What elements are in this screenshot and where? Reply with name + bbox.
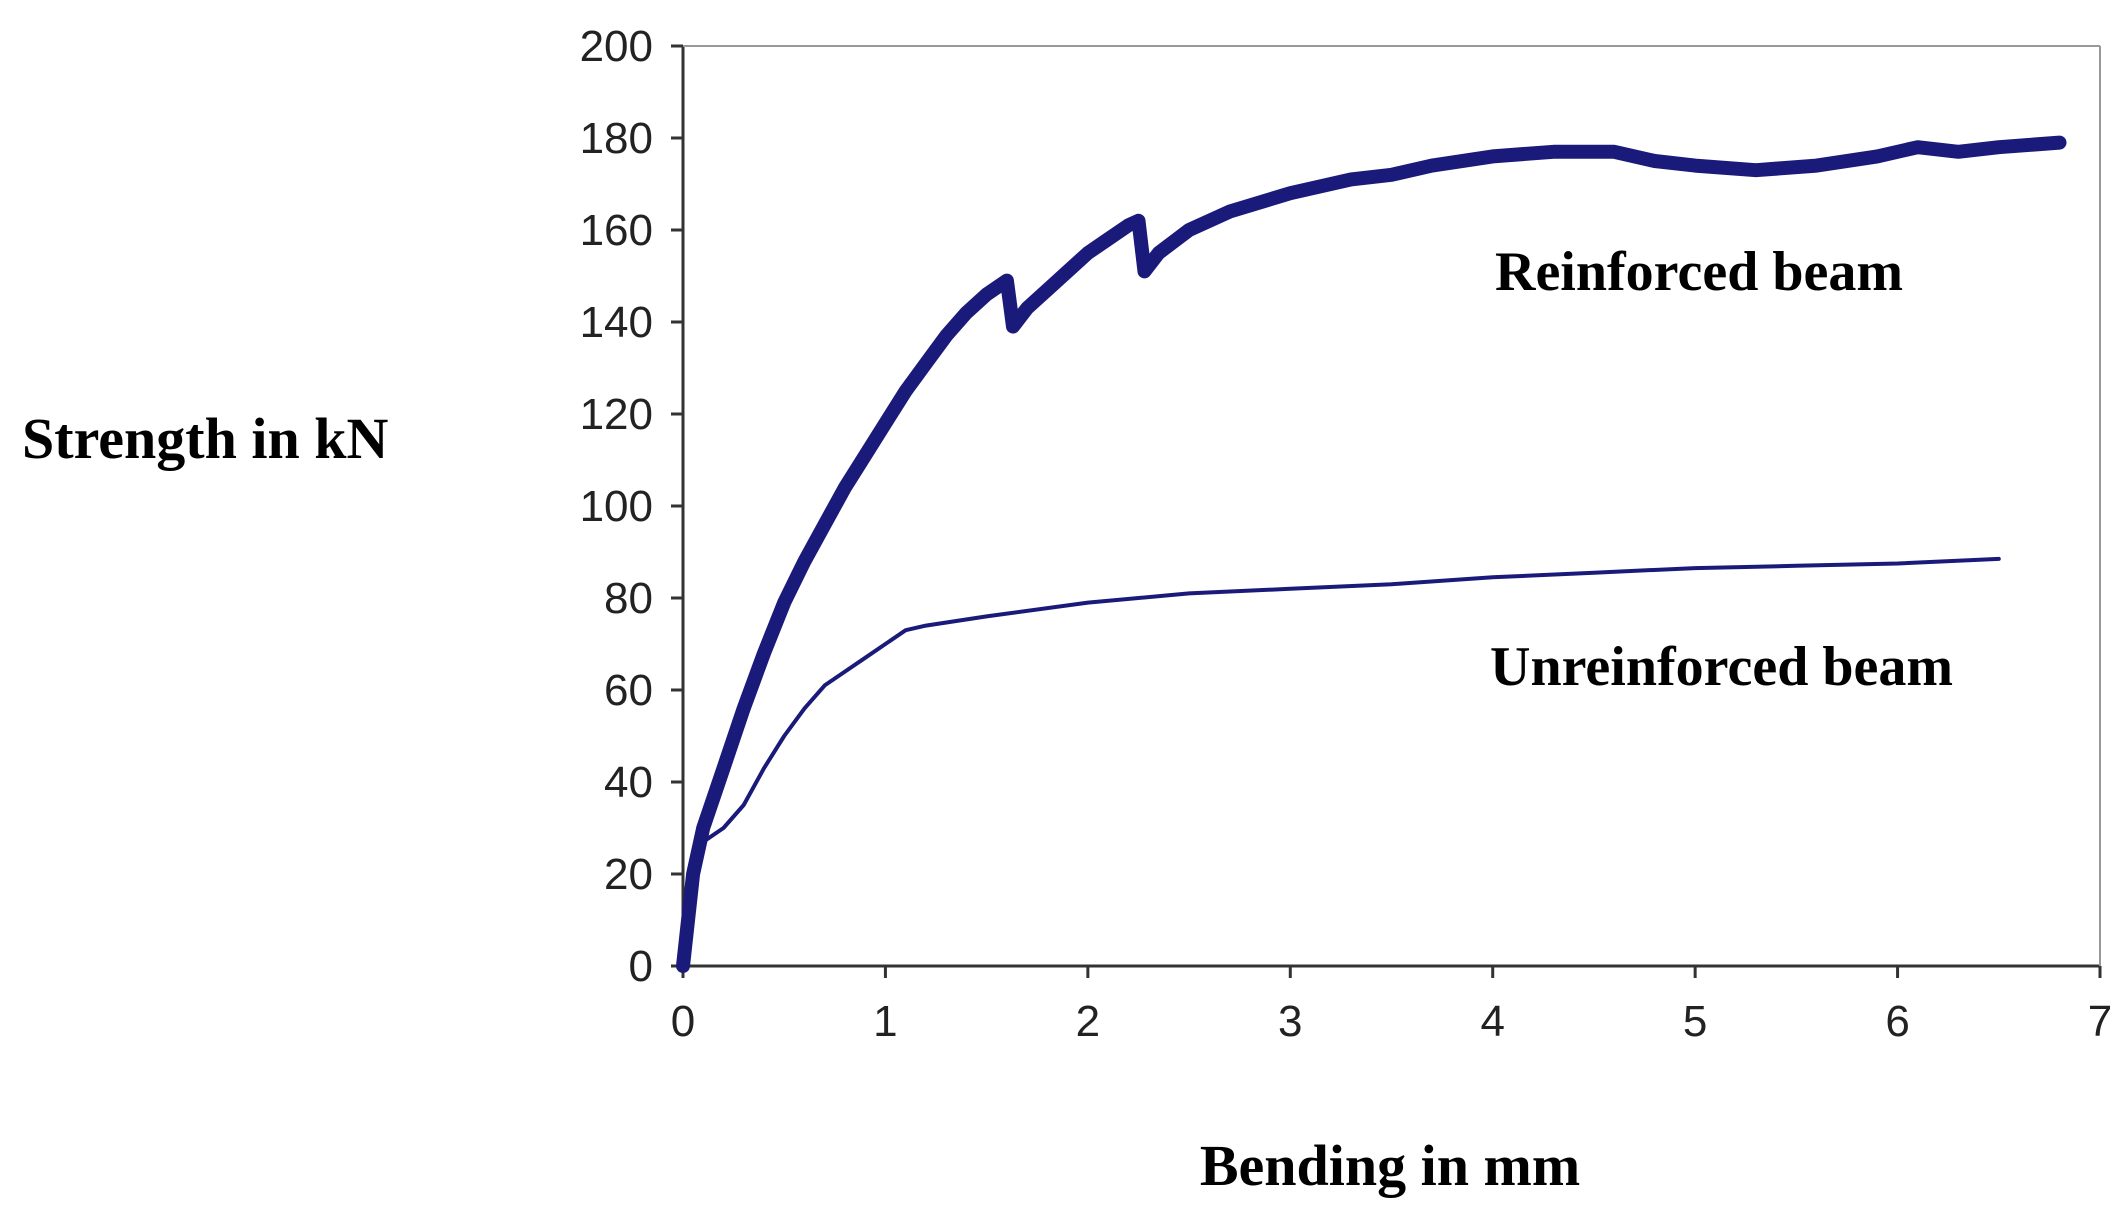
y-tick-label: 160 (580, 206, 653, 255)
y-tick-label: 80 (604, 574, 653, 623)
y-tick-label: 40 (604, 758, 653, 807)
y-tick-label: 20 (604, 850, 653, 899)
series-line-unreinforced-beam (681, 556, 2001, 968)
series-layer (676, 135, 2067, 973)
axes (681, 45, 2101, 968)
y-axis-title: Strength in kN (22, 406, 388, 471)
x-tick-label: 0 (671, 997, 695, 1046)
y-tick-label: 60 (604, 666, 653, 715)
x-tick-label: 2 (1076, 997, 1100, 1046)
x-tick-label: 7 (2088, 997, 2112, 1046)
series-label: Reinforced beam (1495, 241, 1903, 303)
series-line-reinforced-beam (676, 135, 2067, 973)
x-tick-label: 3 (1278, 997, 1302, 1046)
y-ticks: 0 20 40 60 80 100 120 140 160 180 200 (580, 22, 683, 991)
y-tick-label: 120 (580, 390, 653, 439)
x-ticks: 0 1 2 3 4 5 6 7 (671, 966, 2112, 1046)
x-axis-title: Bending in mm (1200, 1133, 1580, 1198)
series-label: Unreinforced beam (1490, 636, 1953, 698)
x-tick-label: 6 (1885, 997, 1909, 1046)
y-tick-label: 100 (580, 482, 653, 531)
x-tick-label: 5 (1683, 997, 1707, 1046)
series-labels: Reinforced beam Unreinforced beam (1490, 241, 1953, 698)
y-tick-label: 140 (580, 298, 653, 347)
y-tick-label: 180 (580, 114, 653, 163)
x-tick-label: 1 (873, 997, 897, 1046)
x-tick-label: 4 (1480, 997, 1504, 1046)
y-tick-label: 200 (580, 22, 653, 71)
y-tick-label: 0 (629, 942, 653, 991)
